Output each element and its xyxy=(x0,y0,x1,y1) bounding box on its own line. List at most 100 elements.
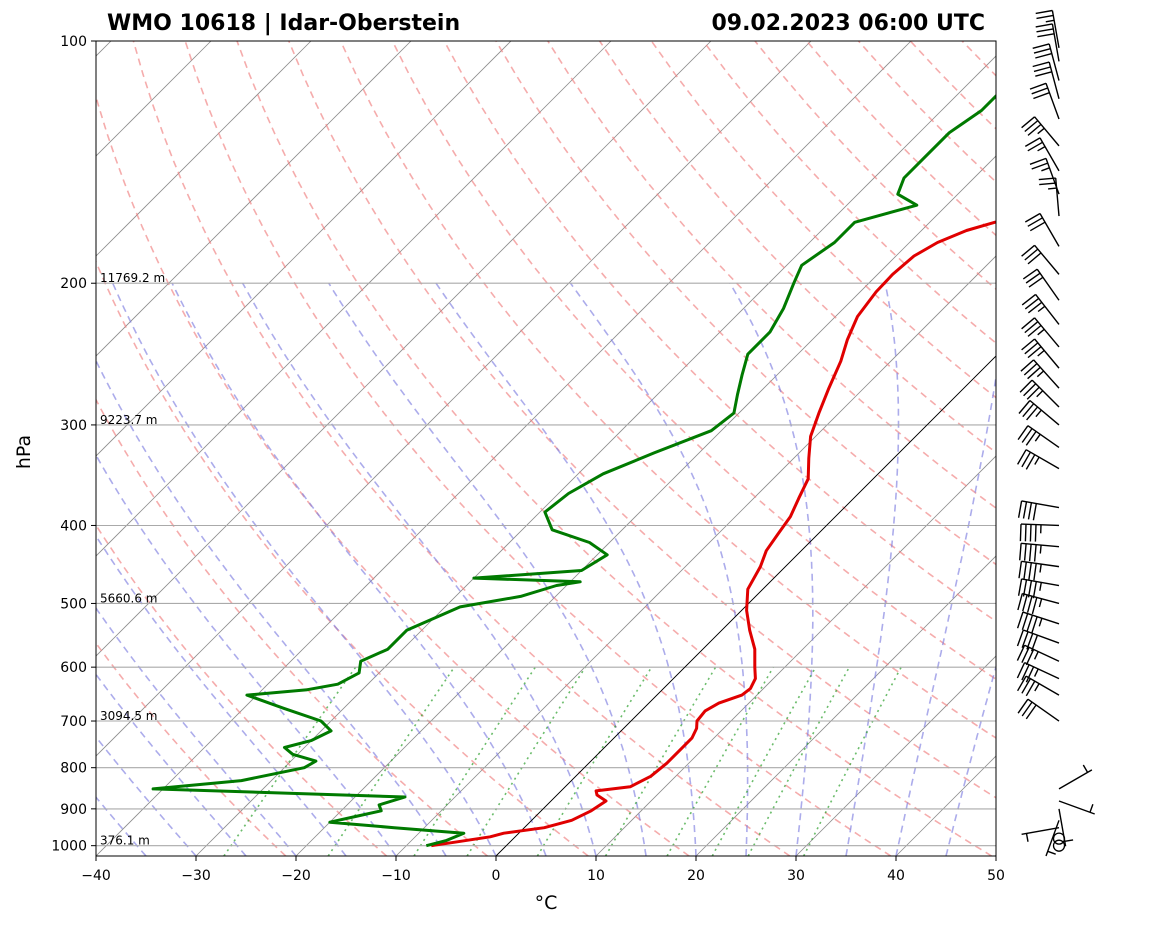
wind-barb-half-feather xyxy=(1039,564,1042,573)
wind-barb-feather xyxy=(1024,321,1039,334)
wind-barb xyxy=(1058,808,1074,847)
wind-barb-shaft xyxy=(1034,244,1060,275)
wind-barb-feather xyxy=(1019,543,1022,561)
moist-adiabat-line xyxy=(96,673,247,856)
y-tick-label: 600 xyxy=(60,660,87,676)
moist-adiabat-line xyxy=(328,282,647,856)
isotherm-line xyxy=(96,41,912,856)
mixing-ratio-line xyxy=(747,666,850,856)
wind-barb xyxy=(1022,268,1060,301)
wind-barb-shaft xyxy=(1058,808,1067,847)
x-axis: −40 −30 −20 −10 0 10 20 30 40 50 xyxy=(81,856,1005,884)
x-tick-label: 40 xyxy=(887,868,905,884)
wind-barb-feather xyxy=(1029,524,1032,542)
dry-adiabat-line xyxy=(96,523,388,856)
wind-barb-feather xyxy=(1032,503,1037,521)
wind-barb-half-feather xyxy=(1033,651,1039,660)
wind-barb-feather xyxy=(1027,324,1042,337)
x-tick-label: −30 xyxy=(181,868,211,884)
wind-barb xyxy=(1058,800,1095,815)
wind-barb-shaft xyxy=(1020,523,1060,527)
wind-barb-shaft xyxy=(1033,359,1060,389)
wind-barb-feather xyxy=(1026,596,1033,613)
wind-barb-shaft xyxy=(1023,629,1060,644)
x-tick-label: −10 xyxy=(381,868,411,884)
wind-barb-feather xyxy=(1021,451,1032,468)
wind-barb-shaft xyxy=(1048,61,1060,100)
isotherm-line xyxy=(96,41,412,357)
wind-barb xyxy=(1029,157,1060,195)
wind-barb-half-feather xyxy=(1039,545,1042,554)
wind-barb-feather xyxy=(1025,680,1036,697)
wind-barb-feather xyxy=(1036,14,1054,20)
wind-barb-feather xyxy=(1027,301,1043,314)
moist-adiabat-line xyxy=(435,282,697,856)
wind-barb-shaft xyxy=(1045,83,1060,120)
wind-barb xyxy=(1017,578,1060,599)
wind-barb xyxy=(1020,359,1060,389)
wind-barb-feather xyxy=(1021,678,1032,694)
wind-barb-feather xyxy=(1022,268,1038,280)
wind-barb xyxy=(1016,629,1060,652)
wind-barb-shaft xyxy=(1021,542,1060,548)
dry-adiabat-line xyxy=(236,41,993,856)
wind-barb-half-feather xyxy=(1048,187,1057,190)
dry-adiabat-line xyxy=(650,41,996,399)
wind-barb-shaft xyxy=(1034,317,1060,348)
wind-barbs xyxy=(1016,9,1095,857)
wind-barb-half-feather xyxy=(1089,804,1094,813)
wind-barb xyxy=(1016,644,1060,666)
dry-adiabat-line xyxy=(547,41,996,510)
wind-barb-feather xyxy=(1022,403,1035,418)
wind-barb-feather xyxy=(1024,297,1040,310)
isotherm-line xyxy=(96,41,512,457)
wind-barb-feather xyxy=(1027,580,1033,598)
x-tick-label: 30 xyxy=(787,868,805,884)
wind-barb xyxy=(1021,338,1060,369)
wind-barb-feather xyxy=(1029,157,1047,165)
mixing-ratio-line xyxy=(223,666,357,856)
wind-barb-feather xyxy=(1031,616,1038,634)
dry-adiabat-line xyxy=(96,398,488,856)
wind-barb xyxy=(1017,425,1060,449)
pressure-gridlines xyxy=(96,41,996,856)
height-label: 9223.7 m xyxy=(100,413,158,427)
mixing-ratio-line xyxy=(413,666,536,856)
wind-barb-feather xyxy=(1036,28,1054,33)
wind-barb-shaft xyxy=(1031,379,1060,408)
x-tick-label: 10 xyxy=(587,868,605,884)
wind-barb-feather xyxy=(1031,87,1048,95)
moist-adiabat-line xyxy=(96,735,197,856)
wind-barb-shaft xyxy=(1039,137,1060,172)
wind-barb-feather xyxy=(1016,629,1024,647)
dry-adiabat-line xyxy=(495,41,996,566)
isotherm-line xyxy=(695,555,996,856)
wind-barb-shaft xyxy=(1055,178,1060,217)
height-label: 376.1 m xyxy=(100,834,150,848)
moist-adiabat-line xyxy=(96,358,447,856)
wind-barb-feather xyxy=(1035,9,1053,15)
wind-barb xyxy=(1019,379,1060,408)
wind-barb-feather xyxy=(1027,123,1042,136)
wind-barb-feather xyxy=(1024,137,1041,148)
wind-barb-half-feather xyxy=(1039,582,1042,591)
mixing-ratio-line xyxy=(466,666,587,856)
height-labels: 11769.2 m 9223.7 m 5660.6 m 3094.5 m 376.1 m xyxy=(100,271,165,848)
wind-barb-feather xyxy=(1033,563,1037,581)
isotherm-line xyxy=(395,255,996,856)
wind-barb-feather xyxy=(1021,116,1036,129)
dry-adiabat-line xyxy=(184,41,892,856)
wind-barb-shaft xyxy=(1022,611,1060,625)
x-axis-label: °C xyxy=(535,892,558,914)
wind-barb-feather xyxy=(1016,662,1026,679)
temperature-line xyxy=(431,220,996,848)
wind-barb xyxy=(1017,500,1060,521)
x-tick-label: −20 xyxy=(281,868,311,884)
wind-barb-shaft xyxy=(1024,661,1060,680)
wind-barb-feather xyxy=(1027,346,1042,359)
wind-barb-half-feather xyxy=(1036,370,1045,378)
wind-barb-feather xyxy=(1035,23,1053,28)
wind-barb-feather xyxy=(1027,502,1033,520)
wind-barb-half-feather xyxy=(1047,850,1056,855)
